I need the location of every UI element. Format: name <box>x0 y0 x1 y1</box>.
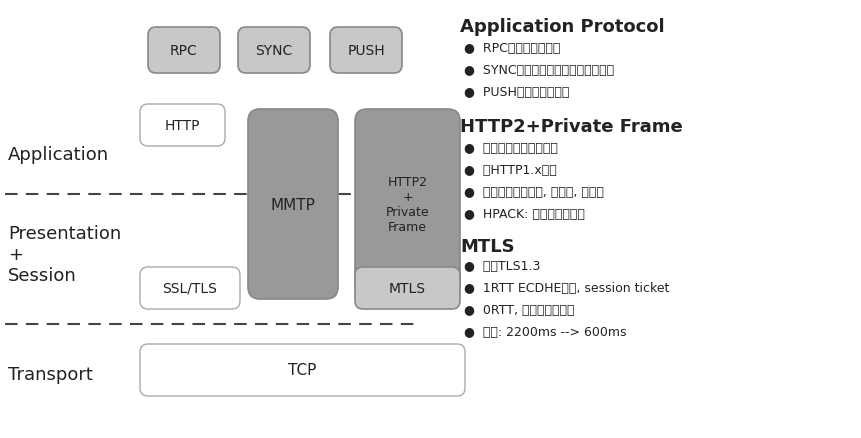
FancyBboxPatch shape <box>139 344 464 396</box>
Text: SSL/TLS: SSL/TLS <box>163 281 217 295</box>
Text: ●  下一代互联网通信协议: ● 下一代互联网通信协议 <box>463 141 557 155</box>
Text: ●  SYNC：服务器客户端同步数据模式: ● SYNC：服务器客户端同步数据模式 <box>463 64 613 77</box>
FancyBboxPatch shape <box>139 105 225 147</box>
Text: ●  基于TLS1.3: ● 基于TLS1.3 <box>463 259 540 272</box>
Text: HTTP2+Private Frame: HTTP2+Private Frame <box>460 118 682 136</box>
FancyBboxPatch shape <box>330 28 401 74</box>
Text: ●  比HTTP1.x更快: ● 比HTTP1.x更快 <box>463 164 556 177</box>
Text: ●  高效: 2200ms --> 600ms: ● 高效: 2200ms --> 600ms <box>463 325 626 338</box>
Text: HTTP: HTTP <box>164 119 200 133</box>
Text: MMTP: MMTP <box>270 197 315 212</box>
FancyBboxPatch shape <box>139 267 239 309</box>
Text: RPC: RPC <box>170 44 198 58</box>
Text: PUSH: PUSH <box>347 44 384 58</box>
Text: SYNC: SYNC <box>255 44 292 58</box>
Text: ●  HPACK: 高效头压缩算法: ● HPACK: 高效头压缩算法 <box>463 208 585 220</box>
Text: ●  1RTT ECDHE握手, session ticket: ● 1RTT ECDHE握手, session ticket <box>463 281 669 294</box>
Text: Presentation
+
Session: Presentation + Session <box>8 225 121 284</box>
FancyBboxPatch shape <box>148 28 220 74</box>
Text: ●  RPC：请求响应模式: ● RPC：请求响应模式 <box>463 42 560 55</box>
FancyBboxPatch shape <box>355 110 460 299</box>
FancyBboxPatch shape <box>355 267 460 309</box>
FancyBboxPatch shape <box>248 110 338 299</box>
Text: MTLS: MTLS <box>388 281 425 295</box>
Text: ●  私有帧：多路复用, 二进制, 可扩展: ● 私有帧：多路复用, 二进制, 可扩展 <box>463 186 604 198</box>
Text: Transport: Transport <box>8 365 93 383</box>
Text: Application Protocol: Application Protocol <box>460 18 664 36</box>
Text: MTLS: MTLS <box>460 237 514 255</box>
FancyBboxPatch shape <box>238 28 310 74</box>
Text: TCP: TCP <box>288 363 316 378</box>
Text: Application: Application <box>8 146 109 164</box>
Text: ●  PUSH：私有推送通道: ● PUSH：私有推送通道 <box>463 86 569 99</box>
Text: HTTP2
+
Private
Frame: HTTP2 + Private Frame <box>385 176 429 233</box>
Text: ●  0RTT, 业务层的防攻击: ● 0RTT, 业务层的防攻击 <box>463 303 573 316</box>
